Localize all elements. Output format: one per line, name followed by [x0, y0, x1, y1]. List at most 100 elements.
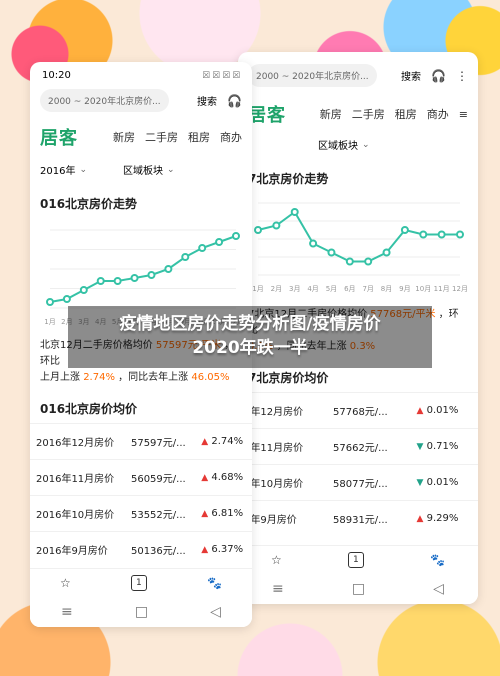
- data-point: [96, 277, 105, 285]
- table-cell-pct: 0.71%: [426, 441, 459, 452]
- search-bar[interactable]: 2000 ~ 2020年北京房价...: [248, 64, 377, 87]
- x-tick-label: 11月: [211, 318, 227, 326]
- tab-count-icon[interactable]: 1: [130, 575, 147, 591]
- price-summary-yoy: 46.05%: [191, 372, 230, 383]
- x-tick-label: 12月: [452, 285, 468, 293]
- price-summary-value: 57597元/平米: [155, 340, 222, 351]
- nav-rent[interactable]: 租房: [188, 131, 210, 144]
- table-cell-pct: 4.68%: [211, 472, 244, 483]
- x-tick-label: 2月: [271, 285, 282, 293]
- x-tick-label: 3月: [78, 318, 89, 326]
- phone-screenshot-right: 2000 ~ 2020年北京房价... 搜索 🎧 ⋮ 居客 新房 二手房 租房 …: [238, 52, 478, 604]
- search-button[interactable]: 搜索: [401, 72, 422, 83]
- table-row[interactable]: 7年11月房价 57662元/... ▼ 0.71%: [238, 428, 478, 465]
- paw-icon[interactable]: 🐾: [430, 553, 445, 567]
- up-triangle-icon: ▲: [416, 406, 424, 416]
- table-row[interactable]: 7年9月房价 58931元/... ▲ 9.29%: [238, 500, 478, 536]
- table-cell-change: ▲ 0.01%: [410, 392, 478, 429]
- price-summary-value: 57768元/平米: [370, 309, 436, 320]
- search-button[interactable]: 搜索: [197, 97, 218, 108]
- table-cell-pct: 2.74%: [211, 436, 244, 447]
- table-cell-price: 58077元/...: [327, 464, 411, 501]
- system-navbar: ≡ □ ◁: [30, 597, 252, 627]
- price-summary-prefix: 北京12月二手房价格均价: [40, 340, 153, 351]
- price-summary: 北京12月二手房价格均价 57597元/平米 ，环比 上月上涨 2.74% ，同…: [30, 334, 252, 386]
- title-line-1: 疫情地区房价走势分析图/疫情房价: [119, 314, 381, 334]
- data-point: [419, 230, 428, 239]
- menu-icon[interactable]: ≡: [272, 581, 284, 597]
- table-cell-month: 2016年11月房价: [30, 459, 125, 496]
- x-tick-label: 1月: [252, 285, 263, 293]
- area-filter[interactable]: 区域板块: [123, 166, 163, 177]
- back-icon[interactable]: ◁: [210, 604, 221, 620]
- down-triangle-icon: ▼: [416, 442, 424, 452]
- nav-second-hand[interactable]: 二手房: [351, 108, 385, 121]
- table-cell-pct: 0.01%: [426, 405, 459, 416]
- tab-count-icon[interactable]: 1: [347, 552, 364, 568]
- x-tick-label: 5月: [112, 318, 123, 326]
- table-cell-price: 50136元/...: [124, 531, 196, 567]
- area-filter[interactable]: 区域板块: [318, 141, 358, 152]
- home-icon[interactable]: □: [134, 604, 149, 620]
- x-tick-label: 10月: [415, 285, 431, 293]
- x-tick-label: 9月: [180, 318, 191, 326]
- star-icon[interactable]: ☆: [271, 553, 282, 567]
- table-row[interactable]: 7年10月房价 58077元/... ▼ 0.01%: [238, 464, 478, 501]
- table-cell-price: 56059元/...: [124, 459, 196, 496]
- status-time: 10:20: [42, 70, 71, 81]
- brand-logo: 居客: [40, 128, 78, 149]
- price-summary-mom: 2.74%: [83, 372, 115, 383]
- headphones-icon[interactable]: 🎧: [431, 68, 446, 83]
- table-cell-month: 7年12月房价: [238, 392, 327, 429]
- menu-icon[interactable]: ≡: [61, 604, 73, 620]
- table-cell-month: 7年11月房价: [238, 428, 327, 465]
- x-tick-label: 7月: [146, 318, 157, 326]
- x-tick-label: 3月: [289, 285, 300, 293]
- search-text: 2000 ~ 2020年北京房价...: [48, 97, 161, 107]
- trend-line-chart: 1月 2月 3月 4月 5月 6月 7月 8月 9月 10月 11月 12月: [252, 202, 468, 293]
- search-bar[interactable]: 2000 ~ 2020年北京房价...: [40, 89, 169, 112]
- table-cell-price: 57597元/...: [124, 423, 196, 460]
- table-cell-change: ▼ 0.01%: [410, 464, 478, 501]
- table-row[interactable]: 2016年11月房价 56059元/... ▲ 4.68%: [30, 459, 252, 496]
- headphones-icon[interactable]: 🎧: [227, 93, 242, 108]
- price-summary-mom: 0.1%: [248, 341, 274, 352]
- table-row[interactable]: 2016年9月房价 50136元/... ▲ 6.37%: [30, 531, 252, 567]
- table-cell-pct: 6.81%: [211, 508, 244, 519]
- chevron-down-icon: ⌄: [362, 139, 370, 150]
- table-cell-price: 57768元/...: [327, 392, 411, 429]
- data-point: [272, 221, 281, 230]
- paw-icon[interactable]: 🐾: [207, 576, 222, 590]
- x-tick-label: 7月: [362, 285, 373, 293]
- more-icon[interactable]: ⋮: [456, 68, 468, 83]
- nav-rent[interactable]: 租房: [394, 108, 417, 121]
- home-icon[interactable]: □: [351, 581, 366, 597]
- avg-title: 016北京房价均价: [40, 402, 138, 416]
- down-triangle-icon: ▼: [416, 478, 424, 488]
- x-tick-label: 9月: [399, 285, 410, 293]
- star-icon[interactable]: ☆: [60, 576, 71, 590]
- table-row[interactable]: 2016年12月房价 57597元/... ▲ 2.74%: [30, 423, 252, 460]
- nav-commercial[interactable]: 商办: [426, 108, 449, 121]
- data-point: [198, 244, 207, 252]
- nav-second-hand[interactable]: 二手房: [145, 131, 178, 144]
- x-tick-label: 5月: [326, 285, 337, 293]
- table-row[interactable]: 2016年10月房价 53552元/... ▲ 6.81%: [30, 495, 252, 532]
- table-cell-price: 53552元/...: [124, 495, 196, 532]
- nav-new-homes[interactable]: 新房: [113, 131, 135, 144]
- back-icon[interactable]: ◁: [433, 581, 444, 597]
- price-summary-suffix: ，环比: [40, 340, 235, 367]
- table-row[interactable]: 7年12月房价 57768元/... ▲ 0.01%: [238, 392, 478, 429]
- menu-icon[interactable]: ≡: [458, 107, 468, 121]
- table-cell-pct: 6.37%: [211, 544, 244, 555]
- data-point: [437, 230, 446, 239]
- year-filter[interactable]: 2016年: [40, 166, 76, 177]
- data-point: [327, 248, 336, 257]
- table-cell-price: 57662元/...: [327, 428, 411, 465]
- x-tick-label: 4月: [307, 285, 318, 293]
- nav-new-homes[interactable]: 新房: [319, 108, 342, 121]
- nav-commercial[interactable]: 商办: [220, 131, 242, 144]
- data-point: [164, 265, 173, 273]
- data-point: [147, 271, 156, 279]
- trend-line-chart: 1月 2月 3月 4月 5月 6月 7月 8月 9月 10月 11月 12月: [44, 229, 244, 326]
